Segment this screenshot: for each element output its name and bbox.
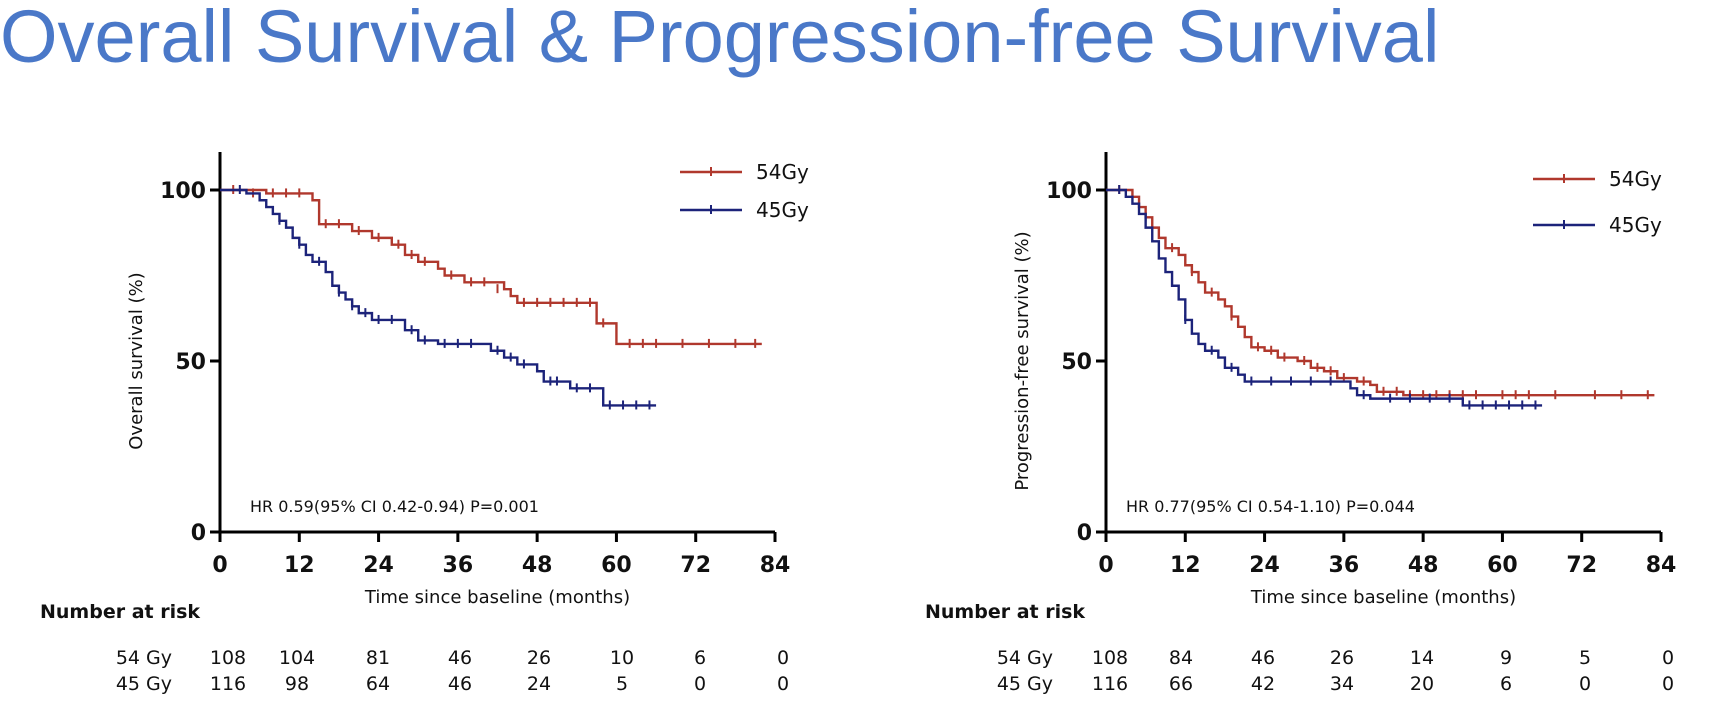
- x-axis-title: Time since baseline (months): [1250, 587, 1516, 608]
- x-tick-label: 60: [1487, 553, 1518, 578]
- x-tick-label: 48: [1408, 553, 1439, 578]
- risk-row-label: 45 Gy: [997, 673, 1053, 695]
- risk-count: 20: [1410, 673, 1434, 695]
- series-45Gy: [220, 185, 657, 410]
- risk-count: 0: [777, 673, 789, 695]
- x-tick-label: 36: [443, 553, 474, 578]
- x-tick-label: 24: [363, 553, 394, 578]
- x-tick-label: 36: [1329, 553, 1360, 578]
- x-tick-label: 0: [1098, 553, 1113, 578]
- x-tick-label: 84: [1646, 553, 1677, 578]
- y-axis-title: Overall survival (%): [126, 272, 147, 449]
- x-tick-label: 84: [760, 553, 791, 578]
- risk-row-label: 54 Gy: [997, 647, 1053, 669]
- survival-curve-54Gy: [220, 188, 762, 346]
- risk-count: 0: [777, 647, 789, 669]
- x-tick-label: 48: [522, 553, 553, 578]
- legend-label: 45Gy: [756, 198, 809, 222]
- x-tick-label: 0: [212, 553, 227, 578]
- y-tick-label: 50: [175, 350, 206, 375]
- risk-table: Number at risk 54 Gy 108 84 46 26 14 9 5 0 45 Gy 11…: [925, 601, 1674, 695]
- x-axis-title: Time since baseline (months): [364, 587, 630, 608]
- risk-row-label: 54 Gy: [116, 647, 172, 669]
- survival-curve-45Gy: [1106, 188, 1543, 407]
- series-45Gy: [1106, 185, 1543, 410]
- risk-count: 98: [285, 673, 309, 695]
- legend-label: 54Gy: [756, 160, 809, 184]
- survival-curve-45Gy: [220, 188, 657, 407]
- y-tick-label: 100: [160, 179, 206, 204]
- risk-count: 6: [694, 647, 706, 669]
- risk-count: 14: [1410, 647, 1434, 669]
- risk-count: 84: [1169, 647, 1193, 669]
- risk-row-label: 45 Gy: [116, 673, 172, 695]
- risk-count: 46: [1251, 647, 1275, 669]
- risk-count: 0: [1662, 673, 1674, 695]
- risk-count: 108: [1092, 647, 1128, 669]
- risk-count: 64: [366, 673, 390, 695]
- risk-count: 108: [210, 647, 246, 669]
- x-tick-label: 12: [1170, 553, 1201, 578]
- risk-count: 42: [1251, 673, 1275, 695]
- slide-title: Overall Survival & Progression-free Surv…: [0, 0, 1440, 78]
- risk-table: Number at risk 54 Gy 108 104 81 46 26 10 6 0 45 Gy…: [40, 601, 789, 695]
- legend-label: 45Gy: [1609, 213, 1662, 237]
- risk-count: 116: [1092, 673, 1128, 695]
- risk-count: 0: [1579, 673, 1591, 695]
- series-54Gy: [1106, 185, 1655, 400]
- y-tick-label: 100: [1046, 179, 1092, 204]
- risk-count: 26: [527, 647, 551, 669]
- risk-count: 66: [1169, 673, 1193, 695]
- y-tick-label: 0: [191, 521, 206, 546]
- legend-item-45Gy: 45Gy: [680, 198, 809, 222]
- x-tick-label: 72: [680, 553, 711, 578]
- risk-count: 0: [1662, 647, 1674, 669]
- hazard-ratio-annotation: HR 0.59(95% CI 0.42-0.94) P=0.001: [250, 497, 539, 516]
- risk-count: 116: [210, 673, 246, 695]
- x-tick-label: 24: [1249, 553, 1280, 578]
- legend-item-54Gy: 54Gy: [680, 160, 809, 184]
- y-tick-label: 50: [1061, 350, 1092, 375]
- legend-label: 54Gy: [1609, 167, 1662, 191]
- x-tick-label: 12: [284, 553, 315, 578]
- risk-count: 104: [279, 647, 315, 669]
- y-tick-label: 0: [1077, 521, 1092, 546]
- risk-count: 9: [1500, 647, 1512, 669]
- risk-count: 6: [1500, 673, 1512, 695]
- risk-count: 5: [1579, 647, 1591, 669]
- risk-count: 81: [366, 647, 390, 669]
- survival-curve-54Gy: [1106, 188, 1655, 397]
- x-tick-label: 72: [1566, 553, 1597, 578]
- risk-count: 24: [527, 673, 551, 695]
- risk-count: 10: [610, 647, 634, 669]
- hazard-ratio-annotation: HR 0.77(95% CI 0.54-1.10) P=0.044: [1126, 497, 1415, 516]
- y-axis-title: Progression-free survival (%): [1012, 231, 1033, 490]
- risk-count: 26: [1330, 647, 1354, 669]
- risk-count: 0: [694, 673, 706, 695]
- legend-item-54Gy: 54Gy: [1533, 167, 1662, 191]
- risk-count: 46: [448, 673, 472, 695]
- risk-count: 5: [616, 673, 628, 695]
- risk-table-header: Number at risk: [925, 601, 1085, 623]
- risk-table-header: Number at risk: [40, 601, 200, 623]
- risk-count: 46: [448, 647, 472, 669]
- legend-item-45Gy: 45Gy: [1533, 213, 1662, 237]
- series-54Gy: [220, 185, 762, 348]
- risk-count: 34: [1330, 673, 1354, 695]
- x-tick-label: 60: [601, 553, 632, 578]
